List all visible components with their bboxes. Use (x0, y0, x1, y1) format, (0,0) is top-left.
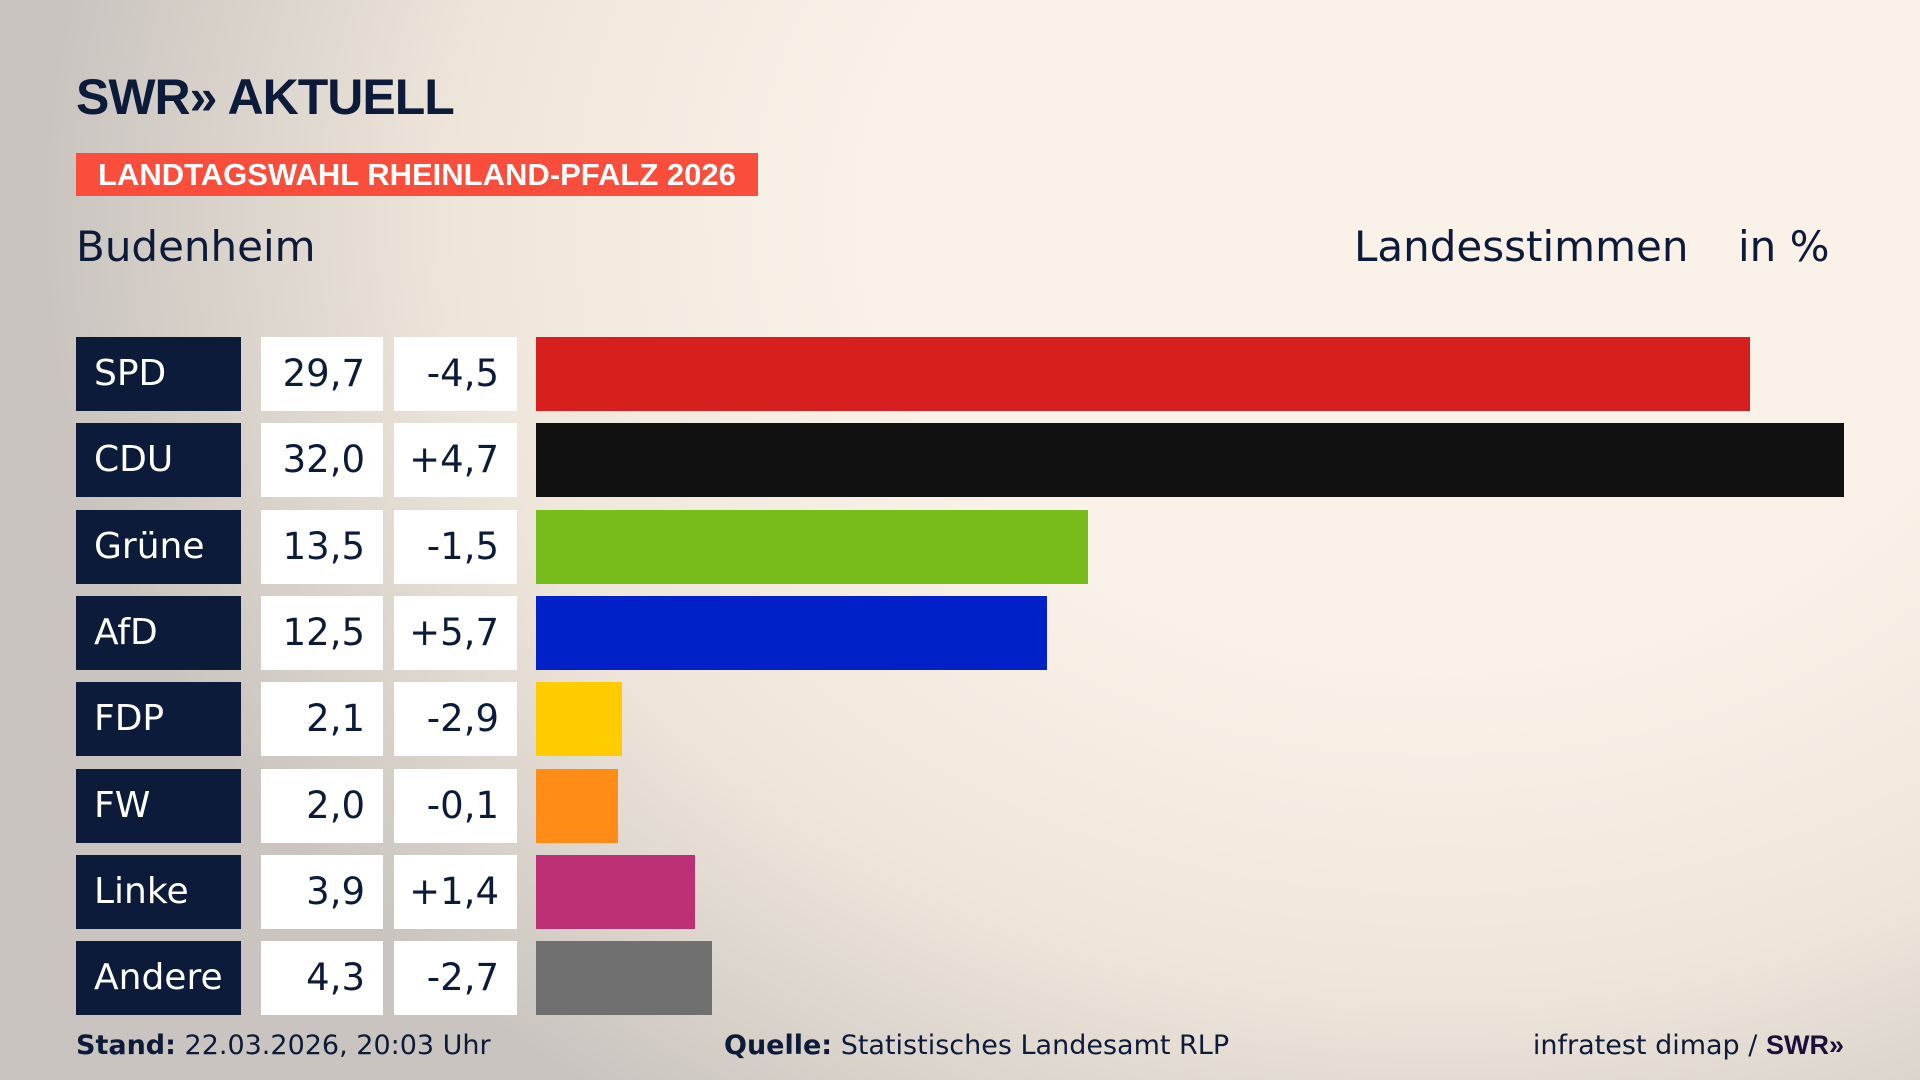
party-label: Andere (76, 941, 241, 1016)
bar-andere (536, 941, 712, 1016)
stand-value: 22.03.2026, 20:03 Uhr (184, 1030, 491, 1061)
party-row: Linke 3,9 +1,4 (76, 854, 1876, 929)
credit-text: infratest dimap / (1532, 1030, 1758, 1061)
diff-label: +1,4 (394, 854, 517, 929)
unit-label: in % (1738, 222, 1830, 271)
party-label: Grüne (76, 509, 241, 584)
stand-info: Stand: 22.03.2026, 20:03 Uhr (76, 1030, 491, 1061)
value-label: 2,0 (261, 768, 383, 843)
swr-logo: SWR» (1765, 1030, 1844, 1060)
value-label: 13,5 (261, 509, 383, 584)
measure-label: Landesstimmen (1354, 222, 1689, 271)
stand-label: Stand: (76, 1030, 176, 1061)
diff-label: +5,7 (394, 595, 517, 670)
value-label: 32,0 (261, 423, 383, 498)
party-row: Grüne 13,5 -1,5 (76, 509, 1876, 584)
bar-linke (536, 854, 696, 929)
party-label: AfD (76, 595, 241, 670)
party-label: FDP (76, 682, 241, 757)
credit: infratest dimap / SWR» (1533, 1030, 1844, 1061)
diff-label: -2,9 (394, 682, 517, 757)
party-row: Andere 4,3 -2,7 (76, 941, 1876, 1016)
party-row: FW 2,0 -0,1 (76, 768, 1876, 843)
bar-cdu (536, 423, 1844, 498)
source-label: Quelle: (724, 1030, 833, 1061)
bar-grüne (536, 509, 1088, 584)
election-banner: LANDTAGSWAHL RHEINLAND-PFALZ 2026 (76, 153, 758, 196)
bar-fw (536, 768, 618, 843)
diff-label: +4,7 (394, 423, 517, 498)
value-label: 4,3 (261, 941, 383, 1016)
place-title: Budenheim (76, 222, 316, 271)
party-label: CDU (76, 423, 241, 498)
party-label: SPD (76, 337, 241, 411)
diff-label: -0,1 (394, 768, 517, 843)
party-row: AfD 12,5 +5,7 (76, 595, 1876, 670)
value-label: 12,5 (261, 595, 383, 670)
party-row: CDU 32,0 +4,7 (76, 423, 1876, 498)
value-label: 29,7 (261, 337, 383, 411)
source-info: Quelle: Statistisches Landesamt RLP (724, 1030, 1229, 1061)
bar-spd (536, 337, 1750, 411)
bar-fdp (536, 682, 622, 757)
party-label: FW (76, 768, 241, 843)
party-row: SPD 29,7 -4,5 (76, 337, 1876, 411)
bar-afd (536, 595, 1047, 670)
source-value: Statistisches Landesamt RLP (840, 1030, 1230, 1061)
diff-label: -1,5 (394, 509, 517, 584)
party-label: Linke (76, 854, 241, 929)
value-label: 2,1 (261, 682, 383, 757)
value-label: 3,9 (261, 854, 383, 929)
swr-aktuell-logo: SWR» AKTUELL (76, 69, 455, 125)
party-row: FDP 2,1 -2,9 (76, 682, 1876, 757)
diff-label: -2,7 (394, 941, 517, 1016)
diff-label: -4,5 (394, 337, 517, 411)
